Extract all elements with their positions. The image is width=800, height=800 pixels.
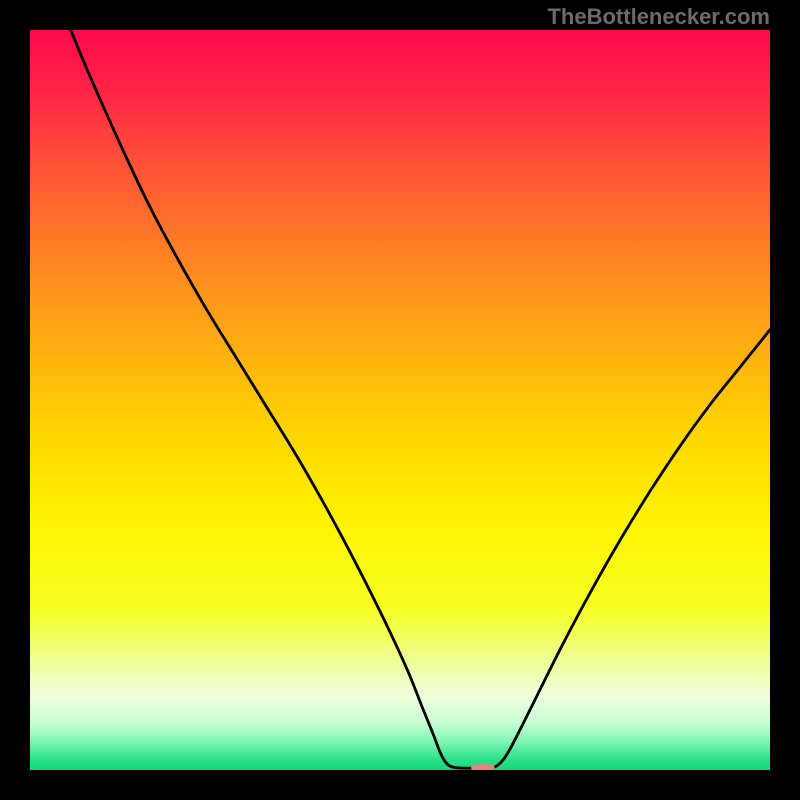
plot-area: [30, 30, 770, 770]
chart-frame: TheBottlenecker.com: [0, 0, 800, 800]
source-watermark: TheBottlenecker.com: [547, 4, 770, 30]
valley-marker: [471, 764, 495, 770]
gradient-background: [30, 30, 770, 770]
bottleneck-chart: [30, 30, 770, 770]
